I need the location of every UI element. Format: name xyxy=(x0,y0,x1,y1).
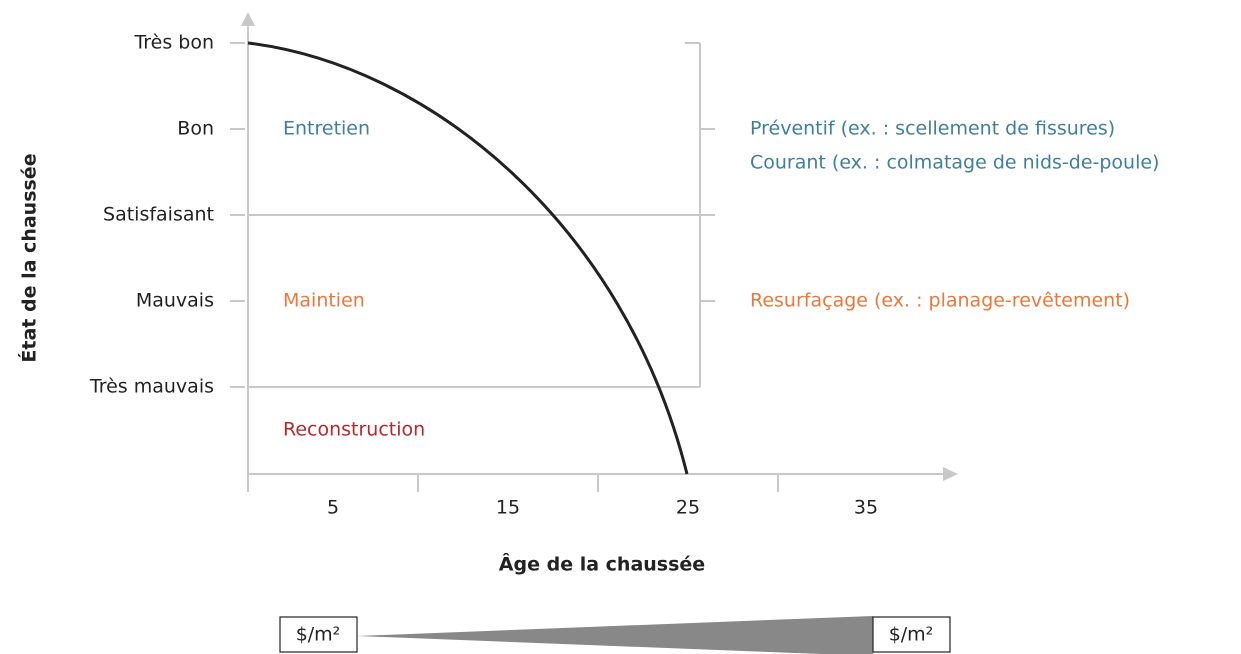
x-arrow xyxy=(943,467,958,481)
y-level: Très bon xyxy=(133,32,214,54)
cost-box xyxy=(872,616,951,653)
x-label: 25 xyxy=(676,497,700,519)
cost-low: $/m² xyxy=(296,624,341,646)
y-axis-title: État de la chaussée xyxy=(18,153,41,362)
cost-wedge xyxy=(357,616,873,654)
cost-high: $/m² xyxy=(889,624,934,646)
x-dividers xyxy=(247,474,779,492)
y-level: Satisfaisant xyxy=(103,204,214,226)
y-level: Mauvais xyxy=(136,290,214,312)
cost-box xyxy=(279,616,358,653)
y-level: Très mauvais xyxy=(89,376,214,398)
y-ticks xyxy=(230,42,245,388)
x-label: 5 xyxy=(327,497,339,519)
zone-label: Entretien xyxy=(283,118,370,140)
zone-lines xyxy=(248,42,715,388)
treatment: Préventif (ex. : scellement de fissures) xyxy=(750,118,1115,140)
x-label: 35 xyxy=(854,497,878,519)
x-label: 15 xyxy=(496,497,520,519)
y-arrow xyxy=(241,12,255,26)
deterioration-curve xyxy=(247,41,689,475)
treatment: Courant (ex. : colmatage de nids-de-poul… xyxy=(750,152,1159,174)
y-level: Bon xyxy=(177,118,214,140)
treatment: Resurfaçage (ex. : planage-revêtement) xyxy=(750,290,1130,312)
zone-label: Maintien xyxy=(283,290,365,312)
x-axis-title: Âge de la chaussée xyxy=(499,553,705,576)
zone-label: Reconstruction xyxy=(283,419,425,441)
